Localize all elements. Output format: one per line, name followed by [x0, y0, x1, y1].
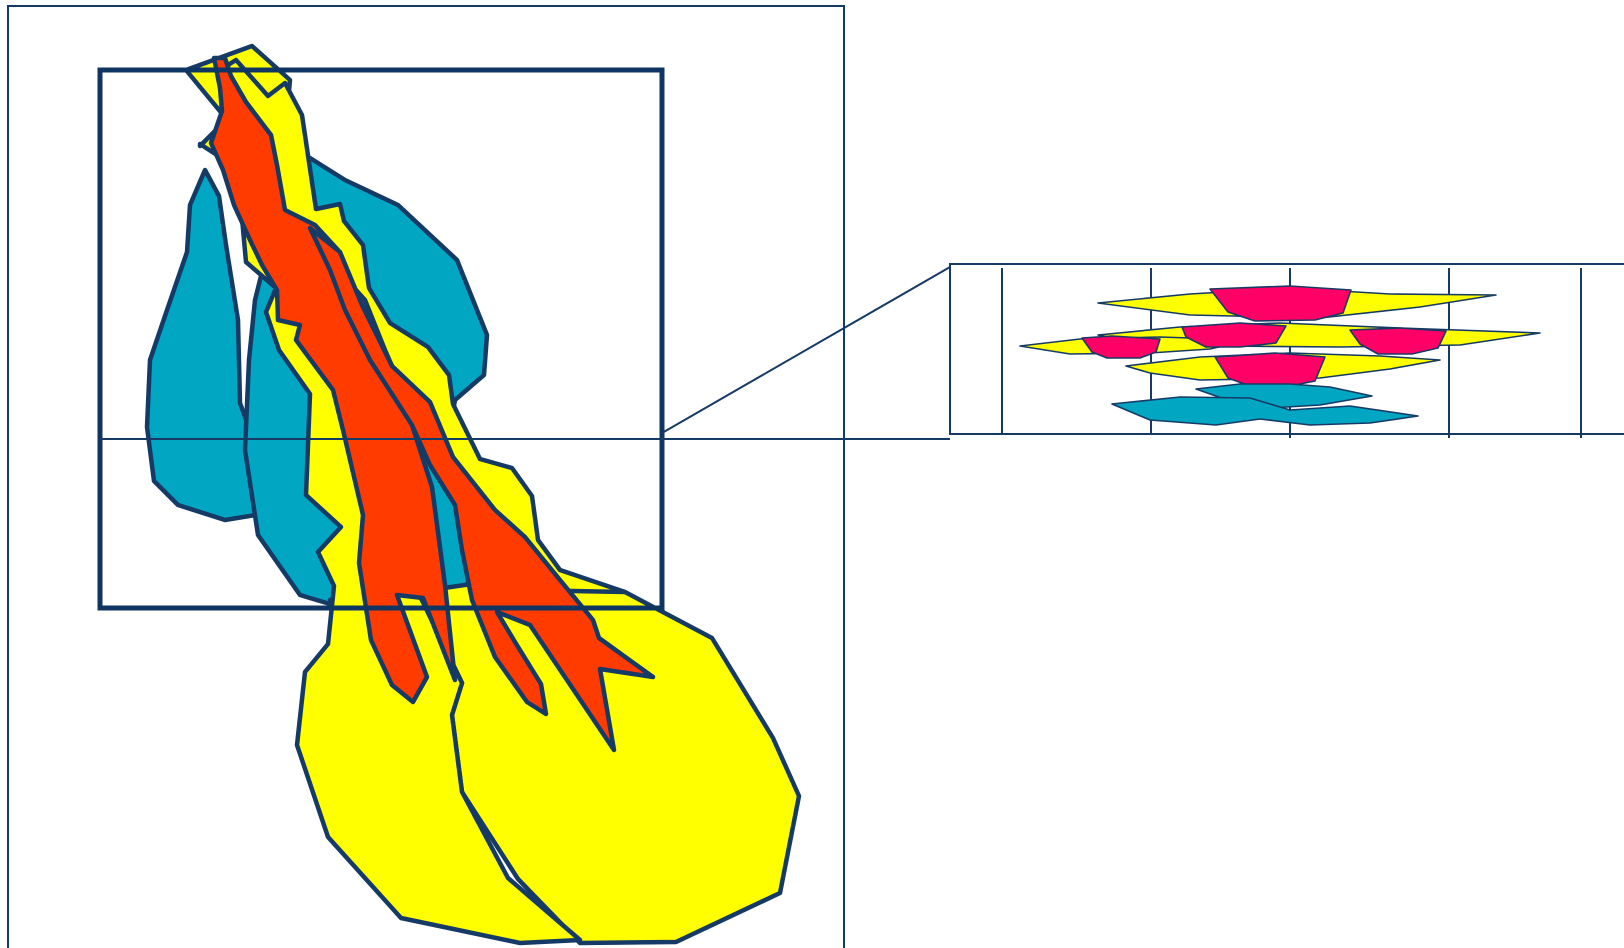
plan-view-frame — [7, 5, 845, 948]
red-channel-left — [208, 55, 458, 705]
magenta-channel-lower — [1214, 352, 1326, 387]
magenta-channel-top — [1209, 285, 1352, 322]
zoom-region-box — [97, 67, 665, 611]
magenta-channel-mid-center — [1181, 322, 1287, 348]
teal-layer-lower — [1111, 396, 1419, 426]
red-channel-right — [307, 225, 656, 753]
cross-section-panel — [949, 263, 1624, 438]
magenta-channel-mid-left — [1081, 335, 1161, 359]
teal-lobe-left — [144, 167, 265, 523]
connector-line — [661, 266, 951, 434]
magenta-channel-mid-right — [1349, 327, 1447, 355]
